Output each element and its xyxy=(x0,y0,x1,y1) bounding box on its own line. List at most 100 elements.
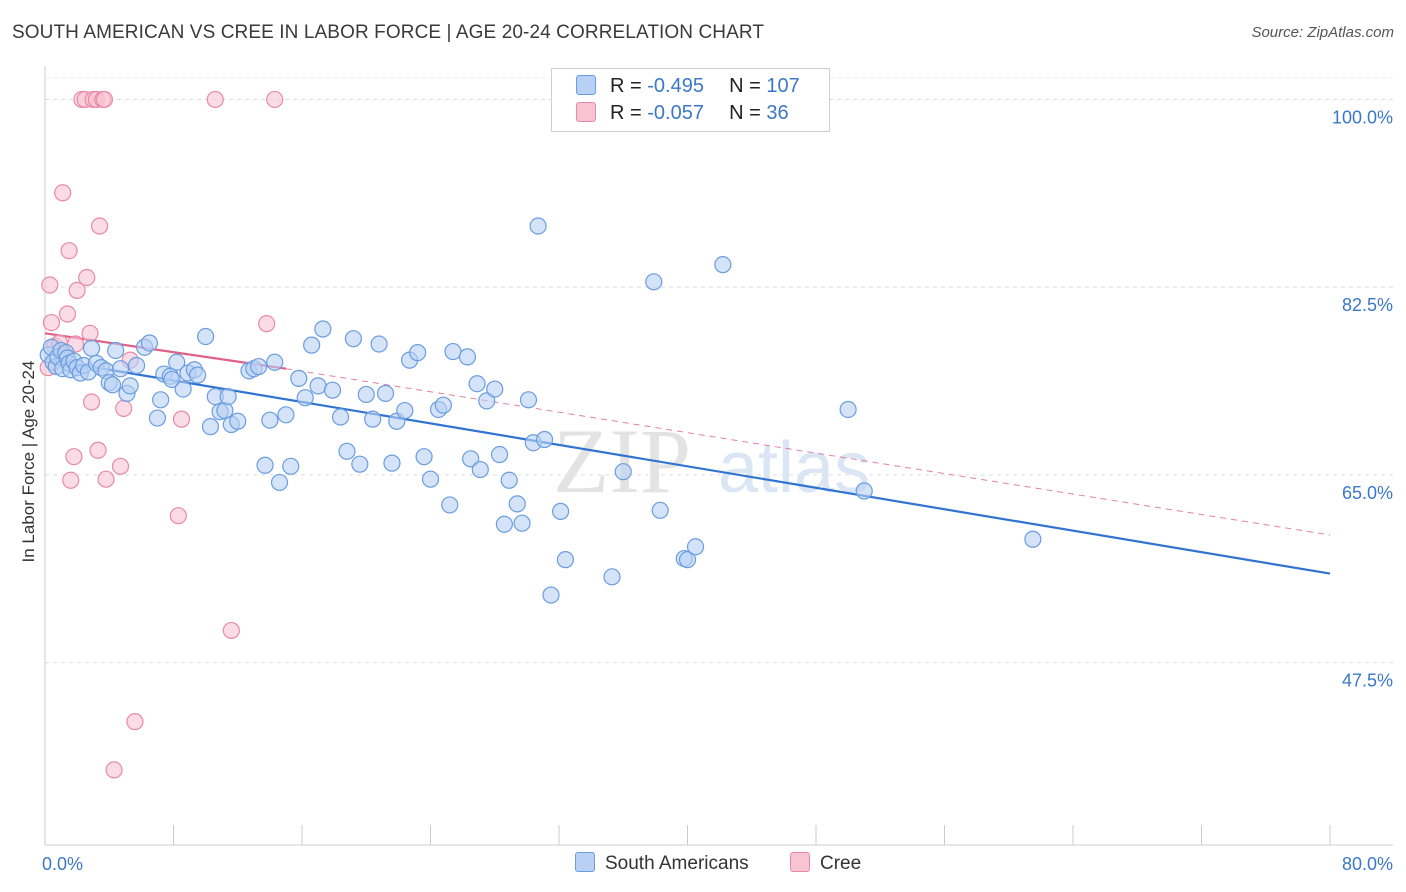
point-cree xyxy=(78,268,96,287)
legend-row-south-americans: R = -0.495 N = 107 xyxy=(576,75,800,99)
legend-r-label: R = xyxy=(610,102,642,124)
point-south-americans xyxy=(309,377,327,395)
trend-line-south-americans xyxy=(44,357,1331,575)
point-south-americans xyxy=(323,381,342,399)
bottom-legend-swatch-pink xyxy=(790,852,810,872)
chart-title: SOUTH AMERICAN VS CREE IN LABOR FORCE | … xyxy=(12,22,765,43)
point-south-americans xyxy=(338,442,356,460)
point-south-americans xyxy=(127,356,146,375)
point-south-americans xyxy=(219,388,237,406)
point-south-americans xyxy=(256,456,274,474)
point-cree xyxy=(68,281,86,299)
point-south-americans xyxy=(486,380,504,398)
point-cree xyxy=(266,90,284,109)
point-south-americans xyxy=(471,460,489,479)
y-tick-label: 65.0% xyxy=(1342,483,1393,503)
point-south-americans xyxy=(651,501,669,519)
x-tick-label: 80.0% xyxy=(1342,854,1393,874)
bottom-legend-cree: Cree xyxy=(790,852,861,875)
legend-n-label: N = xyxy=(729,102,761,124)
correlation-legend: R = -0.495 N = 107 R = -0.057 N = 36 xyxy=(551,68,830,132)
point-south-americans xyxy=(188,366,207,384)
point-south-americans xyxy=(552,502,570,520)
y-tick-label: 82.5% xyxy=(1342,295,1393,315)
point-south-americans xyxy=(519,391,538,409)
point-south-americans xyxy=(508,495,526,513)
legend-swatch-blue xyxy=(576,75,596,95)
legend-n-value: 36 xyxy=(766,102,789,124)
point-south-americans xyxy=(266,353,284,371)
point-south-americans xyxy=(174,380,192,398)
point-south-americans xyxy=(82,339,101,357)
point-south-americans xyxy=(434,396,452,414)
point-cree xyxy=(58,305,77,323)
point-south-americans xyxy=(441,496,459,514)
point-south-americans xyxy=(121,377,139,395)
point-south-americans xyxy=(444,342,462,361)
point-south-americans xyxy=(415,448,433,466)
point-south-americans xyxy=(421,470,440,488)
data-points xyxy=(39,90,1042,779)
point-cree xyxy=(95,90,114,109)
point-south-americans xyxy=(714,256,732,274)
legend-n-value: 107 xyxy=(766,75,800,97)
point-south-americans xyxy=(500,471,518,489)
point-south-americans xyxy=(344,330,362,348)
point-south-americans xyxy=(614,463,632,481)
point-cree xyxy=(54,184,72,202)
point-cree xyxy=(41,276,59,294)
point-south-americans xyxy=(839,400,857,419)
point-cree xyxy=(89,441,107,459)
point-south-americans xyxy=(351,455,369,473)
point-south-americans xyxy=(855,482,873,500)
chart-source: Source: ZipAtlas.com xyxy=(1251,24,1394,41)
point-south-americans xyxy=(529,217,547,235)
point-south-americans xyxy=(645,273,663,291)
bottom-legend-label: South Americans xyxy=(605,853,749,874)
point-south-americans xyxy=(290,369,308,387)
point-south-americans xyxy=(478,392,496,410)
point-cree xyxy=(105,761,123,779)
point-south-americans xyxy=(1024,530,1042,548)
point-south-americans xyxy=(409,344,427,362)
point-south-americans xyxy=(468,375,486,393)
point-cree xyxy=(111,457,130,475)
point-south-americans xyxy=(535,430,554,449)
point-south-americans xyxy=(513,514,531,532)
point-south-americans xyxy=(277,406,295,424)
trend-line-cree-extended xyxy=(285,368,1331,536)
point-south-americans xyxy=(140,334,159,352)
point-south-americans xyxy=(107,341,125,360)
point-south-americans xyxy=(282,457,300,475)
point-south-americans xyxy=(303,336,321,354)
legend-r-value: -0.495 xyxy=(647,75,704,97)
point-cree xyxy=(91,217,109,235)
point-south-americans xyxy=(261,411,279,429)
point-cree xyxy=(65,448,83,466)
axes xyxy=(44,66,1393,846)
point-south-americans xyxy=(357,385,375,404)
watermark-zip: ZIP xyxy=(553,410,691,512)
legend-swatch-pink xyxy=(576,102,596,122)
point-south-americans xyxy=(396,401,414,420)
legend-n-label: N = xyxy=(729,75,761,97)
point-south-americans xyxy=(462,450,480,468)
point-south-americans xyxy=(250,357,268,376)
point-south-americans xyxy=(490,445,509,464)
point-south-americans xyxy=(495,515,513,533)
point-south-americans xyxy=(168,353,186,371)
point-south-americans xyxy=(556,551,575,569)
watermark: ZIP atlas xyxy=(553,410,870,512)
watermark-atlas: atlas xyxy=(718,428,870,508)
point-cree xyxy=(258,315,276,333)
y-tick-label: 47.5% xyxy=(1342,671,1393,691)
point-cree xyxy=(206,90,224,109)
point-south-americans xyxy=(163,370,181,389)
point-south-americans xyxy=(197,327,215,346)
legend-row-cree: R = -0.057 N = 36 xyxy=(576,102,806,126)
point-south-americans xyxy=(458,348,477,366)
point-south-americans xyxy=(370,335,388,353)
point-cree xyxy=(60,242,78,260)
point-south-americans xyxy=(270,473,289,492)
bottom-legend-label: Cree xyxy=(820,853,862,874)
